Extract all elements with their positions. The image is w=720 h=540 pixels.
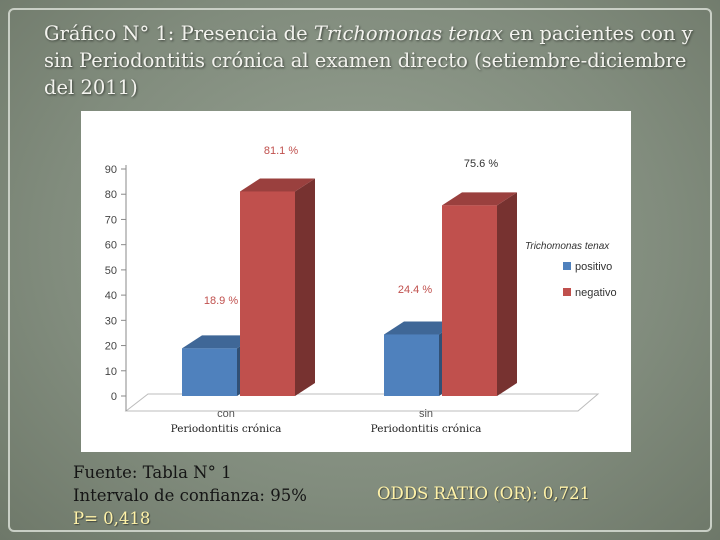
bar-negativo-con-top: [240, 178, 315, 192]
category-sublabel-sin: Periodontitis crónica: [371, 423, 482, 435]
bar-negativo-con-side: [295, 178, 315, 396]
legend-swatch-positivo: [563, 262, 571, 270]
y-tick-label: 50: [105, 265, 117, 277]
category-label-sin: sin: [419, 408, 433, 420]
data-label-negativo-sin: 75.6 %: [464, 158, 498, 170]
bar-negativo-sin: [442, 205, 497, 396]
y-tick-label: 40: [105, 290, 117, 302]
bar-negativo-con: [240, 191, 295, 396]
bar-positivo-con: [182, 348, 237, 396]
p-value: P= 0,418: [73, 509, 151, 528]
legend-swatch-negativo: [563, 288, 571, 296]
bar-negativo-sin-top: [442, 192, 517, 206]
bar-chart: 0 10 20 30 40 50 60 70 80 90 18.9 % 81.1 % 24.4 % 75.…: [105, 145, 617, 435]
chart-floor: [124, 393, 600, 412]
data-label-positivo-con: 18.9 %: [204, 295, 238, 307]
y-tick-label: 90: [105, 164, 117, 176]
y-tick-label: 20: [105, 341, 117, 353]
slide-frame: [8, 8, 712, 532]
bar-positivo-sin: [384, 334, 439, 396]
title-suffix: en pacientes con y sin Periodontitis cró…: [44, 22, 693, 99]
y-tick-label: 0: [111, 391, 117, 403]
bar-positivo-con-top: [182, 335, 257, 349]
chart-panel: 0 10 20 30 40 50 60 70 80 90 18.9 % 81.1 % 24.4 % 75.…: [81, 111, 631, 452]
legend-label-negativo: negativo: [575, 287, 617, 299]
y-tick-label: 80: [105, 189, 117, 201]
title-prefix: Gráfico N° 1: Presencia de: [44, 22, 314, 45]
slide-title: Gráfico N° 1: Presencia de Trichomonas t…: [44, 20, 694, 101]
title-italic: Trichomonas tenax: [313, 22, 503, 45]
category-label-con: con: [217, 408, 235, 420]
y-tick-label: 30: [105, 315, 117, 327]
bar-negativo-sin-side: [497, 192, 517, 396]
bar-positivo-sin-top: [384, 321, 459, 335]
odds-ratio: ODDS RATIO (OR): 0,721: [377, 484, 591, 503]
legend-label-positivo: positivo: [575, 261, 612, 273]
data-label-positivo-sin: 24.4 %: [398, 284, 432, 296]
category-sublabel-con: Periodontitis crónica: [171, 423, 282, 435]
y-tick-label: 60: [105, 240, 117, 252]
y-tick-label: 10: [105, 366, 117, 378]
confidence-interval: Intervalo de confianza: 95%: [73, 486, 307, 505]
source-note: Fuente: Tabla N° 1: [73, 463, 232, 482]
legend-title: Trichomonas tenax: [525, 241, 610, 252]
y-tick-label: 70: [105, 214, 117, 226]
data-label-negativo-con: 81.1 %: [264, 145, 298, 157]
